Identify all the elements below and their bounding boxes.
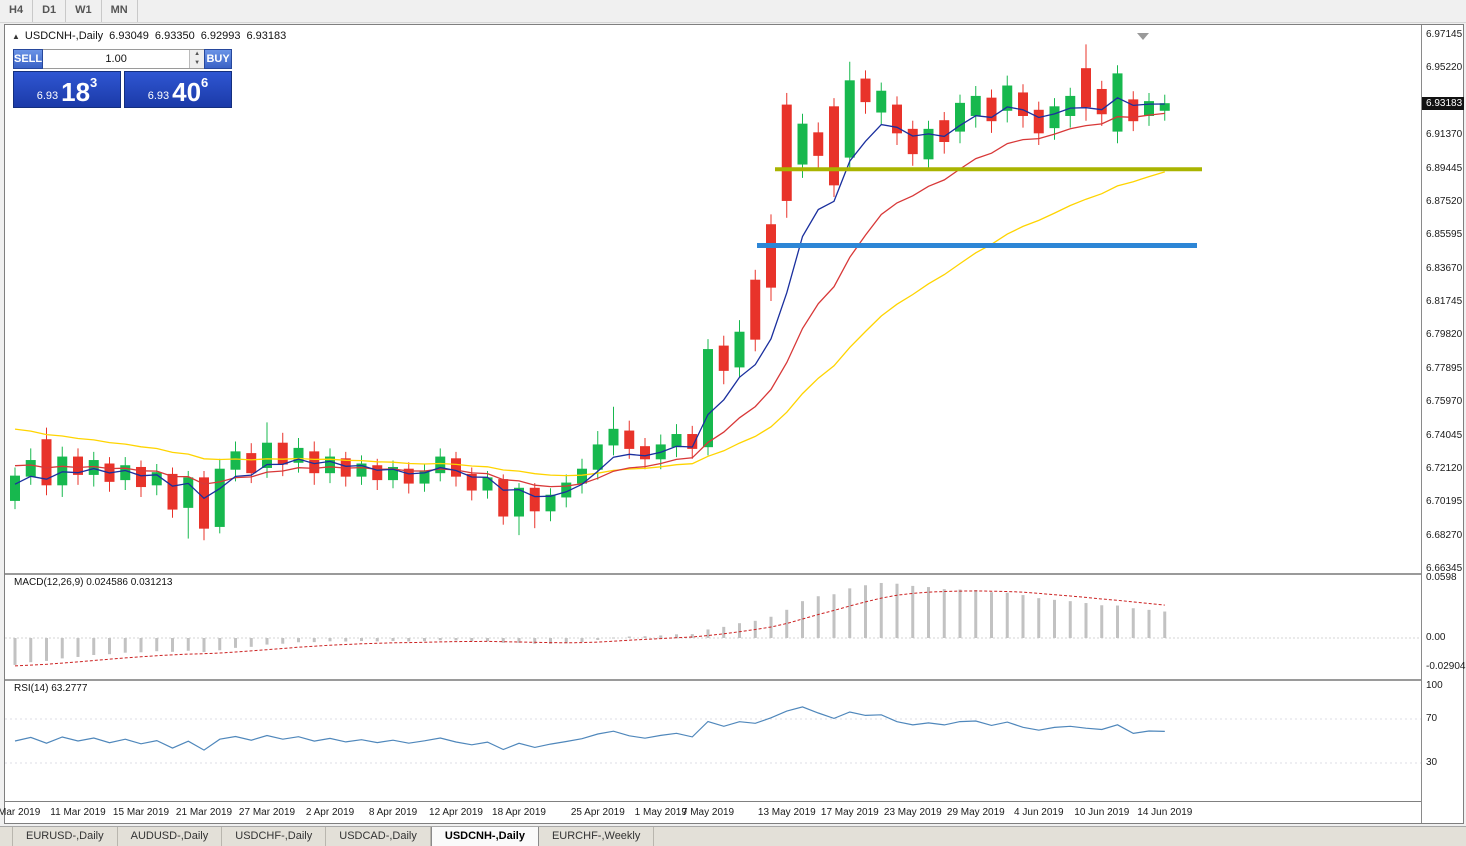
timeframe-button-h4[interactable]: H4	[0, 0, 34, 22]
price-axis-label: 6.97145	[1426, 29, 1463, 40]
ma-mid-line	[14, 112, 1165, 488]
macd-signal-line	[14, 590, 1165, 667]
rsi-axis-label: 100	[1426, 680, 1443, 691]
date-label: 11 Mar 2019	[50, 807, 106, 818]
date-label: 13 May 2019	[757, 807, 816, 818]
price-axis-label: 6.83670	[1426, 262, 1463, 274]
price-axis-label: 6.68270	[1426, 529, 1463, 541]
timeframe-button-d1[interactable]: D1	[33, 0, 67, 22]
chart-tab-eurchfweekly[interactable]: EURCHF-,Weekly	[539, 827, 655, 846]
date-label: 15 Mar 2019	[112, 807, 170, 818]
chart-shift-marker-icon[interactable]	[1137, 33, 1149, 40]
price-axis-label: 6.77895	[1426, 362, 1463, 374]
price-axis-label: 6.74045	[1426, 429, 1463, 441]
date-label: 2 Apr 2019	[305, 807, 355, 818]
chart-canvas[interactable]	[5, 25, 1421, 823]
timeframe-toolbar: H4 D1 W1 MN	[0, 0, 1466, 23]
sell-price-base: 6.93	[36, 90, 59, 102]
ma-fast-line	[14, 97, 1165, 500]
timeframe-button-mn[interactable]: MN	[102, 0, 138, 22]
date-label: 21 Mar 2019	[175, 807, 233, 818]
price-axis-label: 6.70195	[1426, 496, 1463, 508]
volume-increase-button[interactable]: ▲	[190, 50, 205, 59]
collapse-arrow-icon[interactable]: ▲	[12, 31, 20, 41]
date-label: 27 Mar 2019	[238, 807, 296, 818]
current-price-badge: 6.93183	[1422, 96, 1464, 110]
price-axis: 6.971456.952206.932956.913706.894456.875…	[1421, 25, 1466, 823]
timeframe-button-w1[interactable]: W1	[66, 0, 102, 22]
rsi-line	[14, 706, 1165, 751]
sell-price-button[interactable]: 6.93 18 3	[13, 71, 121, 108]
chart-tab-usdcaddaily[interactable]: USDCAD-,Daily	[326, 827, 431, 846]
one-click-trading-panel: SELL ▲ ▼ BUY 6.93 18 3 6.93 40 6	[13, 49, 232, 108]
chart-tab-eurusddaily[interactable]: EURUSD-,Daily	[12, 827, 118, 846]
buy-button[interactable]: BUY	[204, 49, 232, 69]
chart-tab-usdchfdaily[interactable]: USDCHF-,Daily	[222, 827, 327, 846]
sell-button[interactable]: SELL	[13, 49, 44, 69]
macd-axis-label: -0.029049	[1426, 661, 1466, 673]
chart-tab-usdcnhdaily[interactable]: USDCNH-,Daily	[430, 827, 539, 846]
sell-price-sup: 3	[90, 75, 98, 90]
panel-splitter-rsi[interactable]	[5, 679, 1463, 681]
price-axis-label: 6.79820	[1426, 329, 1463, 341]
date-label: 7 May 2019	[681, 807, 735, 818]
macd-indicator-label: MACD(12,26,9) 0.024586 0.031213	[12, 577, 175, 588]
rsi-indicator-label: RSI(14) 63.2777	[12, 683, 90, 694]
price-axis-label: 6.95220	[1426, 62, 1463, 74]
ma-slow-line	[14, 171, 1165, 477]
ohlc-close: 6.93183	[246, 30, 287, 42]
macd-axis-label: 0.0598	[1426, 572, 1457, 583]
panel-splitter-macd[interactable]	[5, 573, 1463, 575]
price-axis-label: 6.72120	[1426, 462, 1463, 474]
price-axis-label: 6.89445	[1426, 162, 1463, 174]
buy-price-sup: 6	[201, 75, 209, 90]
date-label: 25 Apr 2019	[570, 807, 625, 818]
chart-ohlc-header: ▲ USDCNH-,Daily 6.93049 6.93350 6.92993 …	[12, 30, 286, 42]
date-label: 10 Jun 2019	[1074, 807, 1130, 818]
buy-price-button[interactable]: 6.93 40 6	[124, 71, 232, 108]
macd-axis-label: 0.00	[1426, 632, 1446, 643]
chart-tab-bar: EURUSD-,Daily AUDUSD-,Daily USDCHF-,Daily U…	[0, 826, 1466, 846]
macd-histogram	[13, 582, 1167, 665]
ohlc-low: 6.92993	[200, 30, 241, 42]
rsi-axis-label: 30	[1426, 757, 1438, 768]
volume-input[interactable]	[43, 50, 190, 68]
sell-price-big: 18	[61, 77, 91, 107]
date-label: 17 May 2019	[820, 807, 879, 818]
volume-decrease-button[interactable]: ▼	[190, 59, 205, 68]
rsi-axis-label: 70	[1426, 713, 1438, 724]
chart-symbol-label: USDCNH-,Daily	[24, 30, 104, 42]
date-label: 1 May 2019	[634, 807, 687, 818]
candles-layer	[10, 44, 1170, 541]
chart-tab-audusddaily[interactable]: AUDUSD-,Daily	[118, 827, 223, 846]
volume-box: ▲ ▼	[43, 49, 205, 69]
price-axis-label: 6.81745	[1426, 296, 1463, 307]
date-label: 8 Apr 2019	[368, 807, 418, 818]
chart-window: ▲ USDCNH-,Daily 6.93049 6.93350 6.92993 …	[0, 24, 1466, 824]
price-axis-label: 6.66345	[1426, 563, 1463, 574]
date-label: 14 Jun 2019	[1137, 807, 1193, 818]
price-axis-label: 6.75970	[1426, 396, 1463, 408]
price-axis-label: 6.87520	[1426, 195, 1463, 207]
indicator-grid	[5, 637, 1421, 764]
buy-price-base: 6.93	[147, 90, 170, 102]
date-label: 12 Apr 2019	[429, 807, 483, 818]
date-label: 4 Jun 2019	[1014, 807, 1064, 818]
date-label: 23 May 2019	[883, 807, 942, 818]
date-label: 29 May 2019	[946, 807, 1005, 818]
date-axis: 5 Mar 2019 11 Mar 2019 15 Mar 2019 21 Mar 2…	[0, 801, 1421, 823]
price-axis-label: 6.85595	[1426, 229, 1463, 241]
date-label: 18 Apr 2019	[492, 807, 546, 818]
date-label: 5 Mar 2019	[0, 807, 41, 818]
buy-price-big: 40	[172, 77, 202, 107]
ohlc-high: 6.93350	[154, 30, 195, 42]
volume-spinner: ▲ ▼	[189, 50, 205, 68]
price-axis-label: 6.91370	[1426, 129, 1463, 141]
ohlc-open: 6.93049	[109, 30, 149, 42]
